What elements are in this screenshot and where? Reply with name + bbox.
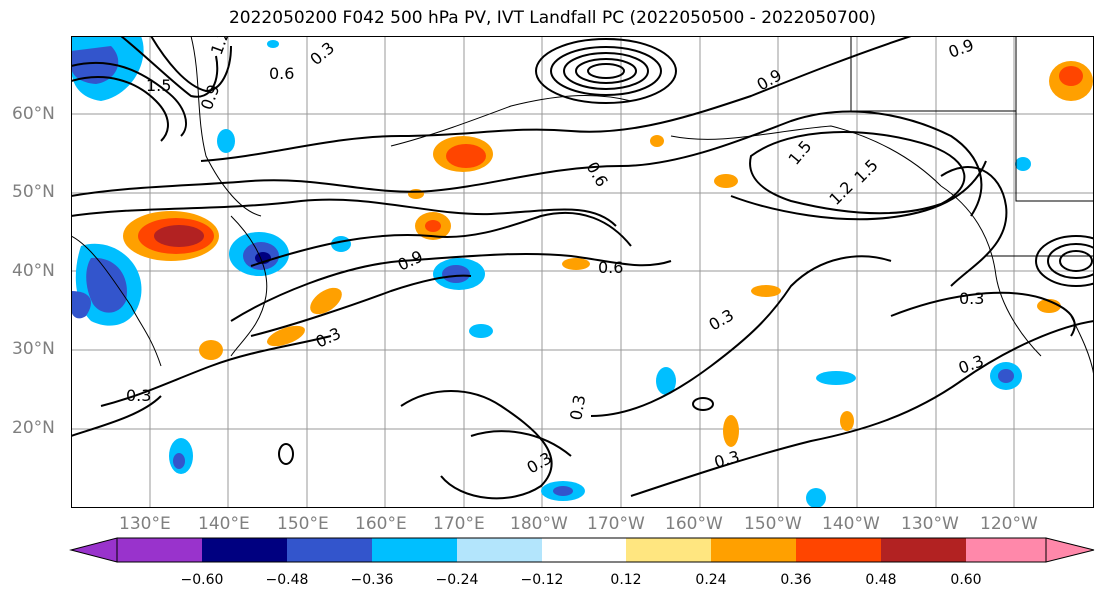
colorbar-bin <box>881 538 966 562</box>
lat-label-60n: 60°N <box>12 104 55 124</box>
colorbar-tick: 0.24 <box>695 572 727 588</box>
chart-title: 2022050200 F042 500 hPa PV, IVT Landfall… <box>228 8 876 28</box>
colorbar <box>69 537 1095 563</box>
colorbar-bin <box>626 538 711 562</box>
lon-label-150w: 150°W <box>744 514 802 534</box>
contour-label: 0.3 <box>959 289 984 308</box>
lon-label-140w: 140°W <box>822 514 880 534</box>
lon-label-120w: 120°W <box>980 514 1038 534</box>
colorbar-tick: −0.12 <box>520 572 564 588</box>
map-border <box>71 36 1094 508</box>
colorbar-bin <box>202 538 287 562</box>
colorbar-bin <box>287 538 372 562</box>
colorbar-outline <box>116 537 1047 563</box>
contour-label: 0.6 <box>269 64 294 83</box>
map-background <box>71 36 1094 508</box>
lon-label-180w: 180°W <box>510 514 568 534</box>
lon-label-130e: 130°E <box>119 514 171 534</box>
contour-label: 1.5 <box>146 76 171 95</box>
colorbar-tick: −0.48 <box>265 572 309 588</box>
ivt-contours <box>71 36 1094 500</box>
lat-label-20n: 20°N <box>12 418 55 438</box>
colorbar-min-extend <box>69 537 118 563</box>
colorbar-tick: −0.24 <box>435 572 479 588</box>
lon-label-130w: 130°W <box>901 514 959 534</box>
colorbar-tick: −0.60 <box>180 572 224 588</box>
map-panel: 0.6 0.9 1.2 1.5 0.3 0.6 0.9 0.3 0.3 0.3 … <box>71 36 1094 508</box>
lat-label-30n: 30°N <box>12 339 55 359</box>
colorbar-bin <box>372 538 457 562</box>
colorbar-max-extend <box>1045 537 1095 563</box>
gridlines <box>71 36 1094 508</box>
colorbar-bin <box>711 538 796 562</box>
lon-label-150e: 150°E <box>277 514 329 534</box>
lat-label-40n: 40°N <box>12 261 55 281</box>
colorbar-tick: −0.36 <box>350 572 394 588</box>
lon-label-160e: 160°E <box>355 514 407 534</box>
contour-label: 0.3 <box>566 393 589 421</box>
lon-label-170w: 170°W <box>587 514 645 534</box>
colorbar-tick: 0.12 <box>610 572 642 588</box>
lon-label-170e: 170°E <box>433 514 485 534</box>
lat-label-50n: 50°N <box>12 182 55 202</box>
colorbar-bin <box>966 538 1046 562</box>
colorbar-tick: 0.36 <box>780 572 812 588</box>
colorbar-tick: 0.48 <box>865 572 897 588</box>
colorbar-bin <box>796 538 881 562</box>
lon-label-160w: 160°W <box>665 514 723 534</box>
lon-label-140e: 140°E <box>198 514 250 534</box>
colorbar-bin <box>117 538 202 562</box>
coastlines <box>71 36 1094 377</box>
colorbar-bin <box>457 538 542 562</box>
contour-label: 0.3 <box>126 386 151 405</box>
contour-label: 0.6 <box>598 258 623 277</box>
colorbar-tick: 0.60 <box>950 572 982 588</box>
colorbar-bin <box>542 538 626 562</box>
